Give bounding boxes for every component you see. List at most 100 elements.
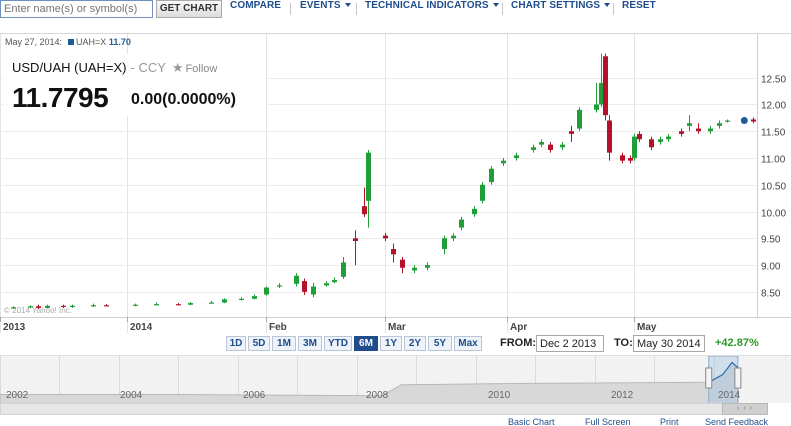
period-change: +42.87% [715,337,759,349]
navigator-scrollbar[interactable] [0,403,768,415]
scrollbar-thumb[interactable]: ‹ ‹ ‹ [722,403,768,415]
toolbar: GET CHART COMPARE EVENTS TECHNICAL INDIC… [0,0,791,19]
quote-name: USD/UAH (UAH=X) [12,60,127,75]
candle-body [252,296,257,299]
candle-body [708,128,713,132]
get-chart-button[interactable]: GET CHART [156,0,222,18]
candle-body [658,139,663,142]
candle-body [154,304,159,306]
symbol-search-input[interactable] [0,0,153,18]
candle-body [666,136,671,140]
range-5y-button[interactable]: 5Y [428,336,452,351]
from-date-input[interactable] [536,335,604,352]
candle-body [302,281,307,292]
legend-date: May 27, 2014: [5,37,63,47]
chevron-down-icon [344,3,351,7]
candle-body [628,158,633,161]
chart-settings-label: CHART SETTINGS [511,0,601,11]
y-tick-label: 12.50 [761,75,786,86]
x-tick-label: Apr [510,322,527,333]
candle-body [311,286,316,295]
legend-value: 11.70 [108,37,131,47]
legend-series: UAH=X [76,37,107,47]
candle-body [632,136,637,158]
candle-body [548,144,553,150]
basic-chart-link[interactable]: Basic Chart [508,417,555,426]
technical-indicators-menu[interactable]: TECHNICAL INDICATORS [365,0,499,18]
navigator-handle [734,367,742,389]
range-selector: 1D 5D 1M 3M YTD 6M 1Y 2Y 5Y Max FROM: TO… [0,335,791,353]
range-1d-button[interactable]: 1D [226,336,246,351]
range-1m-button[interactable]: 1M [272,336,296,351]
range-ytd-button[interactable]: YTD [324,336,352,351]
legend-swatch [68,39,75,45]
compare-menu[interactable]: COMPARE [230,0,281,18]
quote-type: - CCY [130,60,166,75]
navigator-year-label: 2002 [6,390,29,401]
candle-body [391,249,396,255]
candle-body [294,275,299,284]
candle-body [425,265,430,268]
technical-indicators-label: TECHNICAL INDICATORS [365,0,489,11]
range-max-button[interactable]: Max [454,336,482,351]
to-label: TO: [614,337,633,349]
candle-body [599,83,604,105]
watermark: © 2014 Yahoo! Inc. [4,306,72,315]
navigator-handle [705,367,713,389]
x-tick-label: 2013 [3,322,26,333]
quote-box: USD/UAH (UAH=X) - CCY ★ Follow 11.7795 0.00… [4,54,266,116]
full-screen-link[interactable]: Full Screen [585,417,631,426]
candle-body [28,306,33,308]
legend: May 27, 2014: UAH=X 11.70 [5,37,131,47]
x-tick-label: 2014 [130,322,153,333]
candle-body [696,128,701,132]
candle-body [725,120,730,122]
navigator-chart[interactable] [0,356,791,404]
x-tick-label: Mar [388,322,406,333]
change-value: 0.00 [131,91,163,108]
candle-body [687,123,692,126]
candle-body [442,238,447,250]
candle-body [649,139,654,148]
chart-settings-menu[interactable]: CHART SETTINGS [511,0,611,18]
chart-area[interactable]: 8.50 9.00 9.50 10.00 10.50 11.00 11.50 12.00 12.… [0,33,791,333]
x-tick-label: May [637,322,657,333]
change-percent: (0.0000%) [162,91,236,108]
navigator-year-label: 2012 [611,390,634,401]
range-1y-button[interactable]: 1Y [380,336,402,351]
candle-body [332,280,337,283]
candle-body [91,305,96,307]
candle-body [45,305,50,308]
range-5d-button[interactable]: 5D [248,336,270,351]
candle-body [751,119,756,122]
candle-body [11,307,16,309]
navigator[interactable]: 2002 2004 2006 2008 2010 2012 2014 [0,355,791,404]
candle-body [36,306,41,308]
events-menu[interactable]: EVENTS [300,0,351,18]
candle-body [188,303,193,305]
candle-body [133,304,138,306]
range-2y-button[interactable]: 2Y [404,336,426,351]
navigator-year-label: 2006 [243,390,266,401]
send-feedback-link[interactable]: Send Feedback [705,417,769,426]
bottom-links: Basic Chart Full Screen Print Send Feedb… [0,417,791,426]
candle-body [594,104,599,110]
price-chart[interactable]: 8.50 9.00 9.50 10.00 10.50 11.00 11.50 12.00 12.… [0,34,791,334]
reset-button[interactable]: RESET [622,0,656,18]
candle-body [607,120,612,153]
candle-body [70,305,75,307]
print-link[interactable]: Print [660,417,679,426]
follow-button[interactable]: Follow [185,63,218,75]
y-tick-label: 10.00 [761,209,786,220]
y-tick-label: 9.00 [761,262,781,273]
last-value-dot [740,117,748,125]
star-icon[interactable]: ★ [171,60,184,75]
candle-body [717,123,722,126]
to-date-input[interactable] [633,335,705,352]
y-tick-label: 11.00 [761,155,786,166]
range-6m-button[interactable]: 6M [354,336,378,351]
range-3m-button[interactable]: 3M [298,336,322,351]
candle-body [531,147,536,150]
candle-body [61,305,66,307]
